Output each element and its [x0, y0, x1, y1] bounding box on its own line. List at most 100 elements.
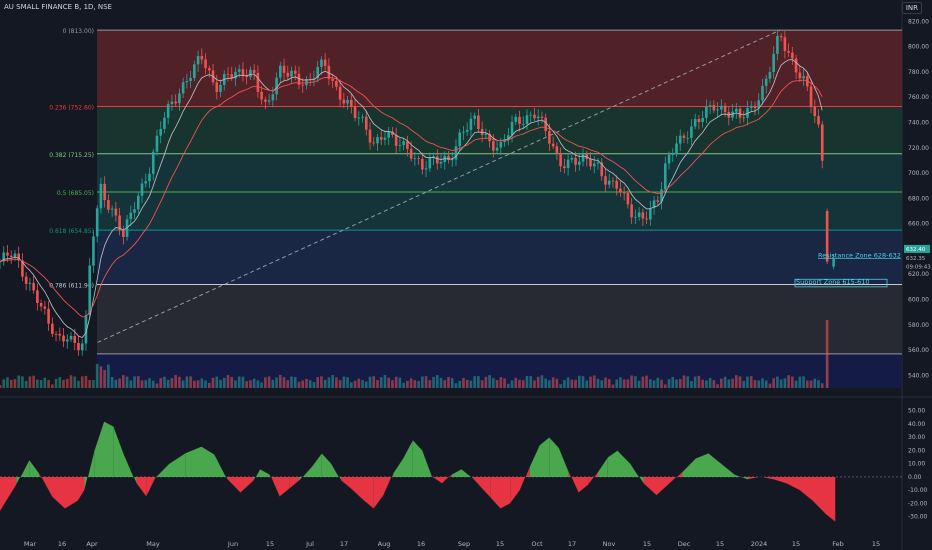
candle-body	[200, 55, 204, 60]
candle-body	[578, 161, 581, 165]
volume-bar	[734, 375, 738, 388]
candle-body	[458, 132, 462, 147]
volume-bar	[510, 380, 514, 388]
candle-body	[357, 117, 361, 119]
oscillator-segment	[393, 458, 403, 477]
price-tick-label: 660.00	[908, 221, 929, 228]
candle-body	[331, 78, 334, 81]
volume-bar	[663, 384, 667, 388]
candle-body	[447, 155, 450, 160]
volume-bar	[753, 380, 757, 388]
candle-body	[435, 156, 439, 164]
volume-bar	[484, 376, 488, 388]
volume-bar	[17, 375, 20, 388]
candle-body	[69, 335, 73, 340]
candle-body	[0, 261, 2, 263]
candle-body	[708, 105, 712, 107]
volume-bar	[151, 380, 155, 388]
volume-bar	[578, 375, 581, 388]
candle-body	[611, 180, 615, 182]
candle-body	[178, 93, 181, 104]
volume-bar	[65, 378, 69, 388]
candle-body	[525, 115, 529, 124]
candle-body	[24, 276, 28, 284]
volume-bar	[660, 379, 663, 388]
candle-body	[144, 181, 148, 184]
volume-bar	[499, 377, 503, 388]
candle-body	[488, 133, 491, 142]
oscillator-segment	[708, 453, 722, 477]
x-tick-label: 17	[340, 540, 348, 548]
volume-bar	[806, 380, 809, 388]
volume-bar	[376, 379, 379, 388]
x-tick-label: Sep	[458, 540, 470, 548]
volume-bar	[406, 380, 409, 388]
volume-bar	[563, 379, 566, 388]
volume-bar	[705, 380, 708, 388]
candle-body	[383, 137, 387, 140]
volume-bar	[92, 380, 95, 388]
volume-bar	[69, 375, 73, 388]
candle-body	[398, 144, 402, 146]
candle-body	[510, 121, 514, 136]
candle-body	[551, 143, 555, 147]
candle-body	[252, 69, 256, 73]
volume-bar	[682, 375, 686, 388]
volume-bar	[51, 384, 54, 388]
candle-body	[323, 59, 327, 66]
candle-body	[645, 218, 648, 220]
volume-bar	[2, 379, 6, 388]
oscillator-segment	[451, 468, 462, 477]
volume-bar	[47, 379, 50, 388]
volume-bar	[264, 377, 267, 388]
volume-bar	[592, 375, 596, 388]
volume-bar	[630, 375, 633, 388]
fib-zone	[97, 284, 902, 354]
candle-body	[6, 252, 9, 256]
volume-bar	[802, 376, 805, 388]
candle-body	[316, 66, 319, 79]
volume-bar	[178, 376, 181, 388]
candle-body	[103, 183, 106, 201]
candle-body	[80, 343, 84, 351]
volume-bar	[607, 379, 611, 388]
candle-body	[742, 117, 746, 119]
volume-bar	[619, 377, 622, 388]
candle-body	[424, 168, 428, 170]
x-tick-label: Feb	[832, 540, 844, 548]
oscillator-segment	[136, 476, 147, 497]
volume-bar	[103, 369, 106, 388]
volume-bar	[791, 376, 794, 388]
candle-body	[166, 104, 170, 118]
volume-bar	[458, 380, 462, 388]
candle-body	[279, 65, 282, 78]
volume-bar	[421, 376, 424, 388]
candle-body	[682, 135, 686, 138]
candle-body	[499, 141, 503, 148]
volume-bar	[181, 380, 185, 388]
volume-bar	[559, 384, 562, 388]
candle-body	[406, 141, 409, 149]
x-tick-label: 15	[716, 540, 724, 548]
volume-bar	[88, 379, 91, 388]
candle-body	[353, 106, 357, 118]
oscillator-segment	[786, 476, 800, 491]
oscillator-segment	[52, 476, 65, 509]
volume-bar	[275, 377, 278, 388]
ema-slow-line	[0, 76, 823, 318]
candle-body	[802, 76, 805, 79]
candle-body	[114, 208, 118, 216]
candle-body	[118, 215, 121, 231]
fib-level-label: 0.786 (611.90)	[49, 282, 94, 289]
volume-bar	[409, 378, 413, 388]
candle-body	[215, 82, 219, 92]
candle-body	[563, 166, 566, 169]
oscillator-segment	[559, 447, 569, 477]
candle-body	[234, 71, 237, 79]
candle-body	[533, 114, 536, 119]
osc-tick-label: 50.00	[908, 408, 925, 415]
candle-body	[589, 158, 592, 167]
volume-bar	[200, 378, 204, 388]
oscillator-segment	[598, 457, 608, 477]
